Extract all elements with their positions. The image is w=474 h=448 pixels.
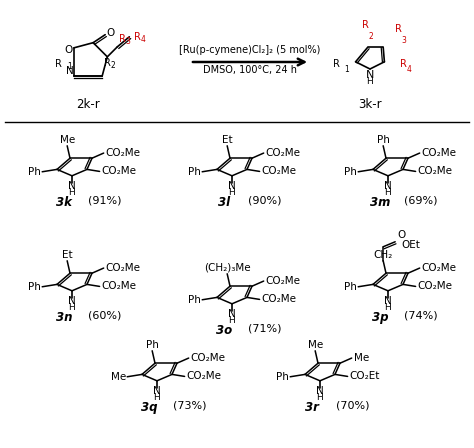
Text: O: O xyxy=(65,45,73,55)
Text: N: N xyxy=(228,181,236,191)
Text: H: H xyxy=(366,78,374,86)
Text: 3l: 3l xyxy=(218,196,230,209)
Text: H: H xyxy=(69,188,75,197)
Text: CO₂Et: CO₂Et xyxy=(350,371,380,381)
Text: (91%): (91%) xyxy=(88,196,121,206)
Text: (CH₂)₃Me: (CH₂)₃Me xyxy=(204,263,250,273)
Text: 3: 3 xyxy=(401,36,406,45)
Text: 1: 1 xyxy=(344,65,348,73)
Text: Me: Me xyxy=(308,340,323,350)
Text: Ph: Ph xyxy=(28,282,41,292)
Text: N: N xyxy=(68,181,76,191)
Text: H: H xyxy=(228,188,236,197)
Text: N: N xyxy=(228,309,236,319)
Text: N: N xyxy=(66,66,74,76)
Text: 3k-r: 3k-r xyxy=(358,99,382,112)
Text: H: H xyxy=(69,303,75,312)
Text: Ph: Ph xyxy=(188,167,201,177)
Text: CH₂: CH₂ xyxy=(374,250,393,260)
Text: (74%): (74%) xyxy=(404,311,438,321)
Text: H: H xyxy=(317,393,323,402)
Text: H: H xyxy=(154,393,160,402)
Text: Ph: Ph xyxy=(377,135,390,145)
Text: O: O xyxy=(106,28,114,38)
Text: H: H xyxy=(384,188,392,197)
Text: R: R xyxy=(104,58,111,68)
Text: 3m: 3m xyxy=(370,196,390,209)
Text: Me: Me xyxy=(354,353,369,363)
Text: N: N xyxy=(384,181,392,191)
Text: Ph: Ph xyxy=(188,295,201,305)
Text: (71%): (71%) xyxy=(248,324,282,334)
Text: (69%): (69%) xyxy=(404,196,438,206)
Text: 3r: 3r xyxy=(305,401,319,414)
Text: H: H xyxy=(228,316,236,325)
Text: DMSO, 100°C, 24 h: DMSO, 100°C, 24 h xyxy=(203,65,297,75)
Text: CO₂Me: CO₂Me xyxy=(265,148,301,158)
Text: (70%): (70%) xyxy=(336,401,370,411)
Text: N: N xyxy=(68,296,76,306)
Text: Ph: Ph xyxy=(276,372,289,382)
Text: CO₂Me: CO₂Me xyxy=(191,353,226,363)
Text: O: O xyxy=(397,230,405,240)
Text: R: R xyxy=(395,24,402,34)
Text: (60%): (60%) xyxy=(88,311,121,321)
Text: 1: 1 xyxy=(67,62,72,71)
Text: CO₂Me: CO₂Me xyxy=(101,166,137,177)
Text: R: R xyxy=(134,32,141,42)
Text: N: N xyxy=(153,386,161,396)
Text: Et: Et xyxy=(62,250,73,260)
Text: 3n: 3n xyxy=(56,311,72,324)
Text: CO₂Me: CO₂Me xyxy=(262,166,297,177)
Text: R: R xyxy=(333,59,340,69)
Text: [Ru(p-cymene)Cl₂]₂ (5 mol%): [Ru(p-cymene)Cl₂]₂ (5 mol%) xyxy=(179,45,321,55)
Text: (73%): (73%) xyxy=(173,401,207,411)
Text: Me: Me xyxy=(111,372,126,382)
Text: CO₂Me: CO₂Me xyxy=(265,276,301,286)
Text: N: N xyxy=(366,70,374,80)
Text: CO₂Me: CO₂Me xyxy=(187,371,221,381)
Text: Et: Et xyxy=(222,135,232,145)
Text: 3q: 3q xyxy=(141,401,157,414)
Text: 3o: 3o xyxy=(216,324,232,337)
Text: Ph: Ph xyxy=(146,340,159,350)
Text: R: R xyxy=(400,59,407,69)
Text: H: H xyxy=(384,303,392,312)
Text: Ph: Ph xyxy=(344,167,357,177)
Text: 3k: 3k xyxy=(56,196,72,209)
Text: CO₂Me: CO₂Me xyxy=(262,294,297,304)
Text: 4: 4 xyxy=(406,65,411,73)
Text: OEt: OEt xyxy=(401,240,420,250)
Text: CO₂Me: CO₂Me xyxy=(422,263,456,273)
Text: Ph: Ph xyxy=(344,282,357,292)
Text: 2: 2 xyxy=(369,32,374,41)
Text: N: N xyxy=(316,386,324,396)
Text: R: R xyxy=(55,59,62,69)
Text: 3p: 3p xyxy=(372,311,388,324)
Text: R: R xyxy=(119,34,126,44)
Text: CO₂Me: CO₂Me xyxy=(106,263,141,273)
Text: Me: Me xyxy=(60,135,75,145)
Text: 2: 2 xyxy=(110,61,115,70)
Text: 3: 3 xyxy=(125,37,130,46)
Text: CO₂Me: CO₂Me xyxy=(418,166,453,177)
Text: R: R xyxy=(362,20,368,30)
Text: Ph: Ph xyxy=(28,167,41,177)
Text: CO₂Me: CO₂Me xyxy=(101,281,137,291)
Text: (90%): (90%) xyxy=(248,196,282,206)
Text: 4: 4 xyxy=(140,35,145,44)
Text: CO₂Me: CO₂Me xyxy=(106,148,141,158)
Text: 2k-r: 2k-r xyxy=(76,99,100,112)
Text: CO₂Me: CO₂Me xyxy=(422,148,456,158)
Text: CO₂Me: CO₂Me xyxy=(418,281,453,291)
Text: N: N xyxy=(384,296,392,306)
